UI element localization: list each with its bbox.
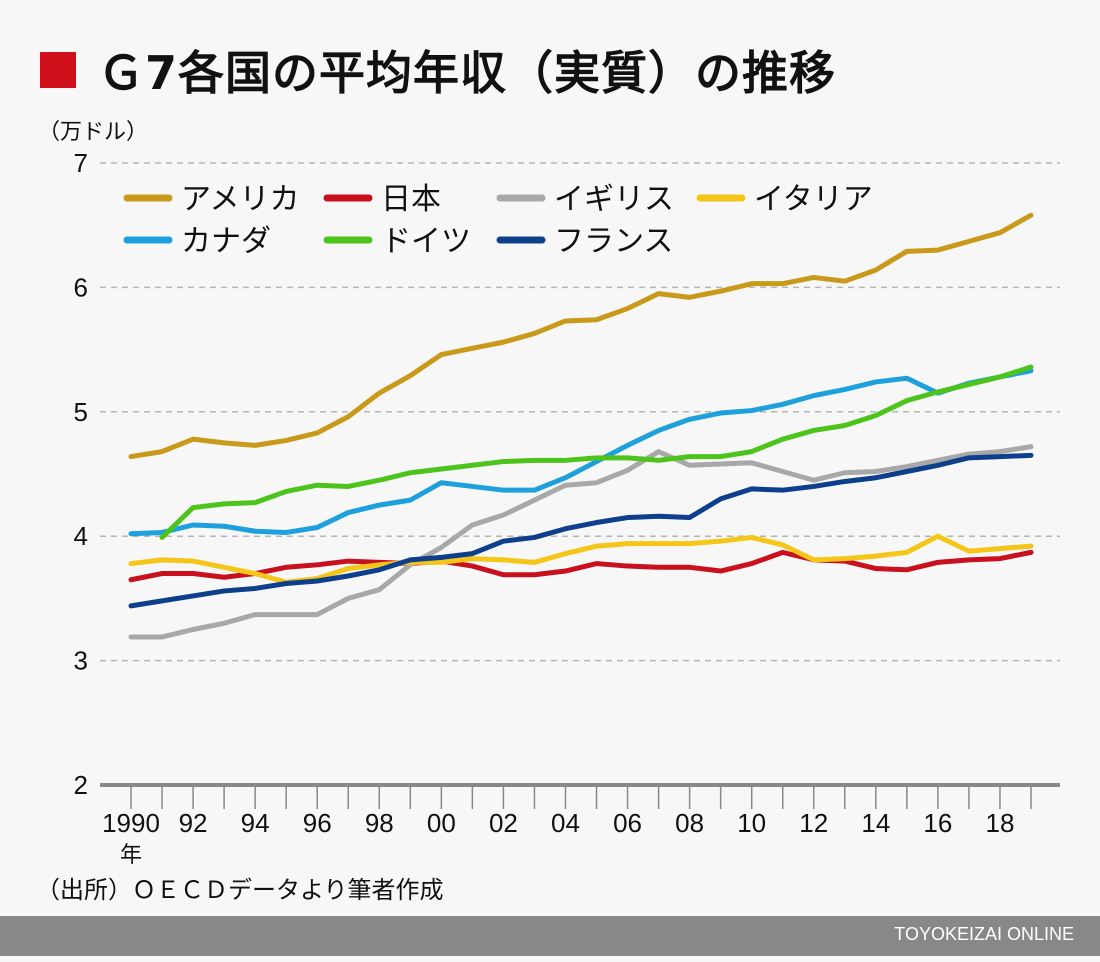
x-tick-label: 16 [923, 808, 952, 838]
y-axis-unit: （万ドル） [38, 120, 149, 145]
x-tick-label: 12 [799, 808, 828, 838]
series-line [159, 364, 1034, 540]
series-line [128, 452, 1034, 609]
x-tick-label: 96 [303, 808, 332, 838]
y-tick-label: 7 [74, 148, 88, 178]
y-tick-label: 4 [74, 521, 88, 551]
x-tick-label: 04 [551, 808, 580, 838]
legend-label: アメリカ [181, 182, 300, 217]
x-tick-label: 18 [986, 808, 1015, 838]
series-line [128, 533, 1034, 585]
x-tick-label: 94 [241, 808, 270, 838]
x-tick-label: 08 [675, 808, 704, 838]
series-line [128, 212, 1034, 460]
legend-label: イタリア [754, 182, 873, 217]
brand-label: TOYOKEIZAI ONLINE [894, 924, 1074, 944]
legend-label: フランス [554, 224, 673, 259]
footer-bar: TOYOKEIZAI ONLINE [0, 916, 1100, 956]
series-line [128, 444, 1034, 640]
x-tick-label: 98 [365, 808, 394, 838]
x-tick-label: 92 [179, 808, 208, 838]
x-tick-label: 06 [613, 808, 642, 838]
chart-title: Ｇ7各国の平均年収（実質）の推移 [40, 40, 836, 100]
x-tick-label: 1990 [102, 808, 160, 838]
y-tick-label: 2 [74, 770, 88, 800]
legend-label: ドイツ [381, 224, 471, 259]
y-tick-label: 3 [74, 646, 88, 676]
source-note: （出所）ＯＥＣＤデータより筆者作成 [36, 876, 444, 904]
y-tick-label: 5 [74, 397, 88, 427]
legend-label: イギリス [554, 182, 674, 217]
x-unit-label: 年 [120, 842, 142, 867]
legend-label: 日本 [381, 182, 441, 217]
y-tick-label: 6 [74, 272, 88, 302]
series-line [128, 549, 1034, 583]
series-line [128, 368, 1034, 537]
x-tick-label: 10 [737, 808, 766, 838]
legend-label: カナダ [181, 224, 271, 259]
x-tick-label: 14 [861, 808, 890, 838]
x-tick-label: 02 [489, 808, 518, 838]
x-tick-label: 00 [427, 808, 456, 838]
title-text: Ｇ7各国の平均年収（実質）の推移 [98, 46, 837, 100]
title-marker-icon [40, 52, 76, 88]
